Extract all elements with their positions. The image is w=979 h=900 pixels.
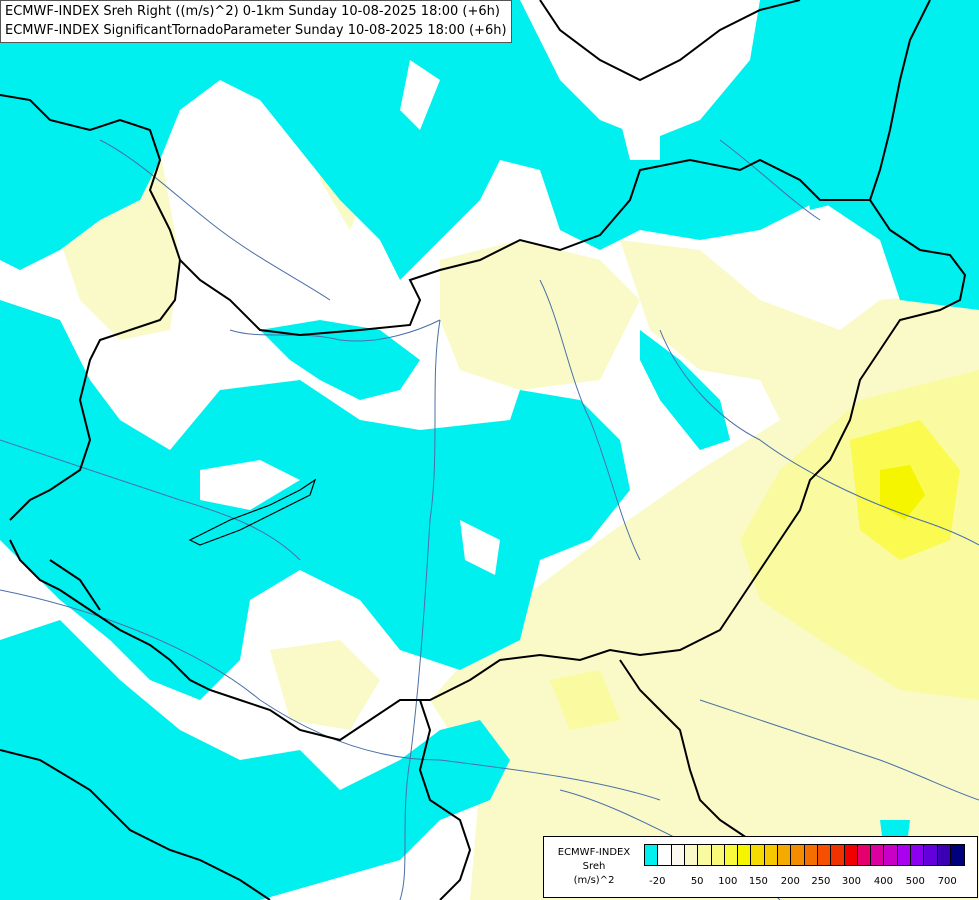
legend-title: ECMWF-INDEX Sreh (m/s)^2 bbox=[550, 846, 638, 888]
bright-yellow-areas bbox=[880, 465, 925, 520]
legend-tick-label: 100 bbox=[718, 876, 738, 887]
legend-title-line-1: ECMWF-INDEX bbox=[557, 847, 631, 858]
legend-tick-label: 300 bbox=[841, 876, 862, 887]
white-patches bbox=[200, 60, 660, 575]
rivers bbox=[0, 139, 979, 900]
map-title-line-1: ECMWF-INDEX Sreh Right ((m/s)^2) 0-1km S… bbox=[5, 4, 500, 19]
map-title-box: ECMWF-INDEX Sreh Right ((m/s)^2) 0-1km S… bbox=[0, 0, 512, 43]
lake-balaton bbox=[188, 478, 317, 546]
legend-tick-label: 50 bbox=[690, 876, 704, 887]
legend-tick-label: 500 bbox=[905, 876, 925, 887]
legend-tick-label: 250 bbox=[811, 876, 831, 887]
legend-tick-label: 700 bbox=[937, 876, 957, 887]
legend-swatch bbox=[949, 844, 965, 866]
legend-tick-label: -20 bbox=[649, 876, 666, 887]
legend-title-line-2: Sreh bbox=[582, 861, 606, 872]
pale-yellow-areas bbox=[0, 90, 979, 900]
map-title-line-2: ECMWF-INDEX SignificantTornadoParameter … bbox=[5, 23, 507, 38]
legend-tick-label: 200 bbox=[780, 876, 800, 887]
color-legend: ECMWF-INDEX Sreh (m/s)^2 -20 50 100 150 200 2… bbox=[543, 836, 978, 898]
legend-title-line-3: (m/s)^2 bbox=[573, 875, 615, 886]
legend-tick-label: 400 bbox=[873, 876, 893, 887]
legend-tick-label: 150 bbox=[748, 876, 768, 887]
